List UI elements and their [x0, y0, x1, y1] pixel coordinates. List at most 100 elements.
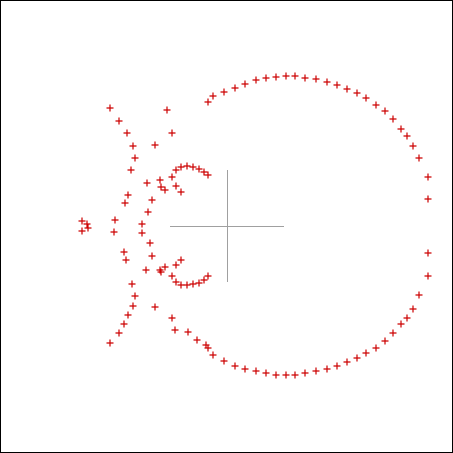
point — [220, 357, 228, 365]
point — [172, 182, 180, 190]
point — [129, 302, 137, 310]
point — [424, 195, 432, 203]
point — [397, 125, 405, 133]
point — [209, 92, 217, 100]
point — [282, 371, 290, 379]
point — [231, 362, 239, 370]
point — [168, 129, 176, 137]
point — [291, 72, 299, 80]
point — [168, 272, 176, 280]
point — [362, 349, 370, 357]
point — [353, 89, 361, 97]
point — [157, 183, 165, 191]
point — [138, 220, 146, 228]
point — [323, 365, 331, 373]
point — [168, 173, 176, 181]
point — [172, 278, 180, 286]
point — [323, 78, 331, 86]
point — [333, 81, 341, 89]
point — [127, 166, 135, 174]
point — [122, 256, 130, 264]
point — [151, 141, 159, 149]
point — [343, 85, 351, 93]
point — [343, 358, 351, 366]
point — [177, 188, 185, 196]
point — [111, 216, 119, 224]
point — [397, 320, 405, 328]
point — [403, 132, 411, 140]
point — [78, 227, 86, 235]
point — [381, 107, 389, 115]
point — [184, 328, 192, 336]
point — [121, 199, 129, 207]
point — [200, 276, 208, 284]
point — [262, 369, 270, 377]
point — [124, 311, 132, 319]
point — [142, 266, 150, 274]
point — [189, 280, 197, 288]
point — [272, 73, 280, 81]
point — [84, 224, 92, 232]
point — [209, 351, 217, 359]
point — [333, 362, 341, 370]
point — [189, 163, 197, 171]
point — [138, 229, 146, 237]
point — [409, 305, 417, 313]
point — [156, 176, 164, 184]
point — [128, 280, 136, 288]
point — [123, 129, 131, 137]
point — [204, 171, 212, 179]
point — [163, 106, 171, 114]
point — [168, 314, 176, 322]
point — [415, 291, 423, 299]
point — [143, 179, 151, 187]
point — [372, 344, 380, 352]
point — [131, 292, 139, 300]
point — [110, 228, 118, 236]
point — [403, 314, 411, 322]
point — [301, 74, 309, 82]
point — [115, 329, 123, 337]
point — [272, 371, 280, 379]
point — [291, 371, 299, 379]
point — [195, 279, 203, 287]
point — [252, 367, 260, 375]
point — [353, 354, 361, 362]
point — [177, 256, 185, 264]
point — [131, 154, 139, 162]
point — [372, 101, 380, 109]
point — [83, 220, 91, 228]
point — [177, 281, 185, 289]
point — [193, 336, 201, 344]
point — [120, 248, 128, 256]
point — [146, 239, 154, 247]
point — [409, 142, 417, 150]
point — [424, 173, 432, 181]
point — [204, 98, 212, 106]
point — [161, 263, 169, 271]
point — [262, 74, 270, 82]
point — [204, 272, 212, 280]
point — [120, 320, 128, 328]
point — [177, 163, 185, 171]
point — [171, 326, 179, 334]
point — [151, 303, 159, 311]
point — [241, 365, 249, 373]
point — [301, 369, 309, 377]
point — [148, 196, 156, 204]
point — [424, 272, 432, 280]
point — [362, 94, 370, 102]
point — [389, 329, 397, 337]
point — [106, 104, 114, 112]
point — [202, 341, 210, 349]
point — [231, 84, 239, 92]
point — [183, 162, 191, 170]
point — [200, 168, 208, 176]
point — [183, 281, 191, 289]
point — [282, 72, 290, 80]
point — [312, 367, 320, 375]
point — [144, 208, 152, 216]
point — [157, 268, 165, 276]
point — [115, 117, 123, 125]
